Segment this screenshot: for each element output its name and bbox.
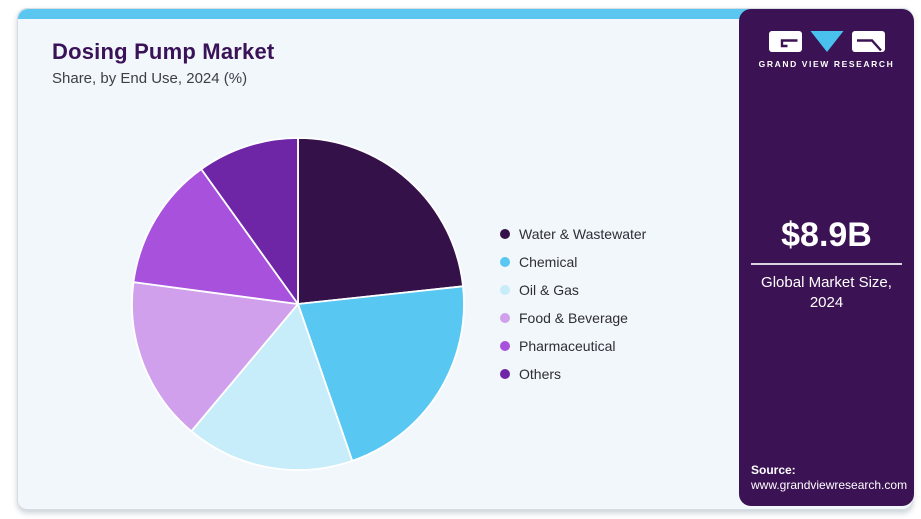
market-size-block: $8.9B Global Market Size, 2024 [739,217,914,313]
legend-item: Food & Beverage [500,304,646,332]
chart-header: Dosing Pump Market Share, by End Use, 20… [52,39,274,87]
legend-label: Oil & Gas [519,282,579,298]
market-size-value: $8.9B [781,216,872,254]
legend-dot-icon [500,257,510,267]
legend-item: Oil & Gas [500,276,646,304]
legend-dot-icon [500,341,510,351]
sidebar: GRAND VIEW RESEARCH $8.9B Global Market … [739,9,914,506]
pie-chart-svg [131,137,465,471]
gvr-logo: GRAND VIEW RESEARCH [739,31,914,69]
legend-item: Chemical [500,248,646,276]
gvr-logo-icon [768,31,885,52]
legend-label: Chemical [519,254,578,270]
gvr-g-icon [780,39,797,48]
page-subtitle: Share, by End Use, 2024 (%) [52,70,248,87]
pie-slice-5 [200,137,299,305]
pie-slice-3 [131,281,299,433]
accent-top-bar [18,9,912,19]
legend-dot-icon [500,369,510,379]
legend-dot-icon [500,313,510,323]
pie-chart [128,134,468,474]
gvr-v-triangle-icon [810,31,843,52]
legend-label: Pharmaceutical [519,338,616,354]
legend-label: Food & Beverage [519,310,628,326]
legend-label: Water & Wastewater [519,226,647,242]
pie-slice-1 [297,285,465,462]
legend-dot-icon [500,285,510,295]
legend-item: Others [500,360,646,388]
source-block: Source: www.grandviewresearch.com [751,463,908,493]
page-title: Dosing Pump Market [52,39,275,64]
divider [751,263,902,265]
pie-slice-4 [132,168,299,305]
gvr-r-icon [856,39,882,52]
source-label: Source: [751,463,796,477]
pie-slice-2 [190,303,354,471]
legend-item: Pharmaceutical [500,332,646,360]
legend: Water & Wastewater Chemical Oil & Gas Food … [500,220,646,388]
legend-item: Water & Wastewater [500,220,646,248]
legend-label: Others [519,366,562,382]
pie-slice-0 [297,137,464,305]
source-url: www.grandviewresearch.com [751,478,908,492]
chart-card: Dosing Pump Market Share, by End Use, 20… [17,8,914,510]
market-size-label: Global Market Size, 2024 [761,274,892,311]
brand-wordmark: GRAND VIEW RESEARCH [758,59,895,69]
legend-dot-icon [500,229,510,239]
